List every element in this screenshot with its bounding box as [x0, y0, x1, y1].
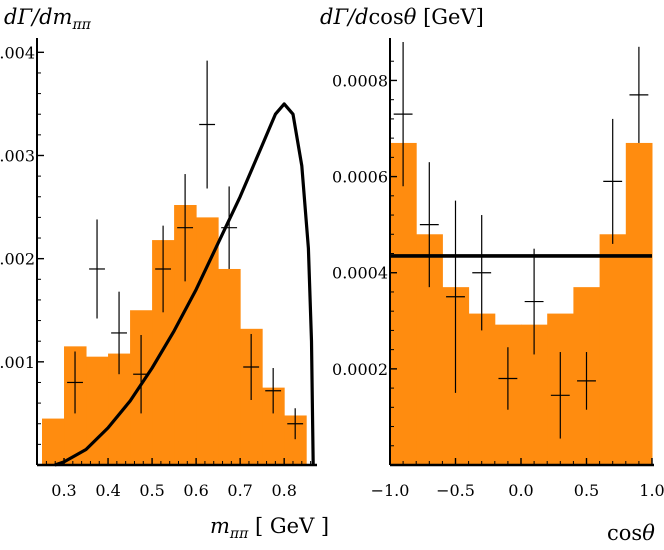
left-histogram — [42, 205, 307, 465]
right-x-tick-label: −1.0 — [371, 481, 410, 500]
right-x-tick-label: 0.5 — [574, 481, 599, 500]
right-x-tick-label: −0.5 — [436, 481, 475, 500]
left-data-point — [67, 351, 83, 414]
left-x-tick-label: 0.5 — [139, 481, 164, 500]
left-bar — [108, 353, 131, 465]
left-axes: 0.001 0.002 0.003 0.004 0.3 0.4 0.5 0.6 0.7 0.8 — [0, 38, 317, 500]
left-data-point — [287, 408, 304, 440]
right-y-tick-label: 0.0004 — [332, 264, 388, 283]
left-data-points — [67, 60, 304, 440]
right-y-tick-label: 0.0008 — [332, 71, 388, 90]
left-bar — [42, 418, 65, 465]
left-x-tick-label: 0.8 — [271, 481, 296, 500]
left-data-point — [155, 225, 172, 313]
left-data-point — [133, 335, 149, 414]
right-x-axis-label: cosθ — [607, 521, 655, 545]
right-bar — [468, 313, 496, 465]
right-data-point — [577, 352, 596, 410]
right-bar — [390, 142, 417, 465]
left-x-tick-label: 0.6 — [183, 481, 208, 500]
right-data-point — [393, 42, 413, 187]
left-bar — [218, 268, 241, 465]
right-bar — [625, 142, 653, 465]
right-data-point — [550, 352, 570, 439]
left-data-point — [265, 368, 282, 414]
left-x-tick-label: 0.7 — [227, 481, 252, 500]
right-data-point — [446, 200, 465, 393]
right-y-axis-label: dΓ/dcosθ [GeV] — [320, 5, 484, 29]
right-data-point — [629, 46, 649, 143]
right-data-point — [498, 347, 518, 410]
left-data-point — [243, 333, 260, 401]
left-data-point — [199, 60, 216, 189]
right-x-tick-label: 1.0 — [639, 481, 664, 500]
left-bar — [174, 205, 197, 465]
right-data-point — [524, 248, 544, 355]
left-y-axis-label: dΓ/dmππ — [4, 5, 92, 33]
left-x-tick-label: 0.3 — [51, 481, 76, 500]
left-data-point — [89, 219, 105, 319]
right-chart: 0.0002 0.0004 0.0006 0.0008 −1.0 −0.5 0.0 0.5 1.… — [320, 5, 664, 545]
left-y-tick-label: 0.001 — [0, 353, 35, 372]
right-bar — [599, 234, 627, 465]
right-data-points — [393, 42, 649, 439]
left-data-point — [221, 186, 238, 269]
left-bar — [196, 217, 219, 465]
right-x-tick-label: 0.0 — [508, 481, 533, 500]
left-data-point — [111, 291, 127, 375]
left-data-point — [177, 174, 194, 282]
left-y-tick-label: 0.004 — [0, 43, 35, 62]
right-data-point — [603, 118, 623, 244]
right-y-tick-label: 0.0006 — [332, 168, 388, 187]
right-data-point — [472, 215, 492, 331]
right-axes: 0.0002 0.0004 0.0006 0.0008 −1.0 −0.5 0.0 0.5 1.… — [332, 38, 664, 500]
left-bar — [152, 240, 175, 465]
left-x-tick-label: 0.4 — [95, 481, 120, 500]
right-y-tick-label: 0.0002 — [332, 360, 388, 379]
left-bar — [262, 387, 285, 465]
left-x-axis-label: mππ [ GeV ] — [210, 514, 329, 542]
left-y-tick-label: 0.003 — [0, 146, 35, 165]
left-bar — [86, 356, 109, 465]
left-bar — [284, 415, 307, 465]
left-y-tick-label: 0.002 — [0, 250, 35, 269]
right-data-point — [419, 162, 439, 288]
left-chart: 0.001 0.002 0.003 0.004 0.3 0.4 0.5 0.6 0.7 0.8 d… — [0, 5, 329, 542]
